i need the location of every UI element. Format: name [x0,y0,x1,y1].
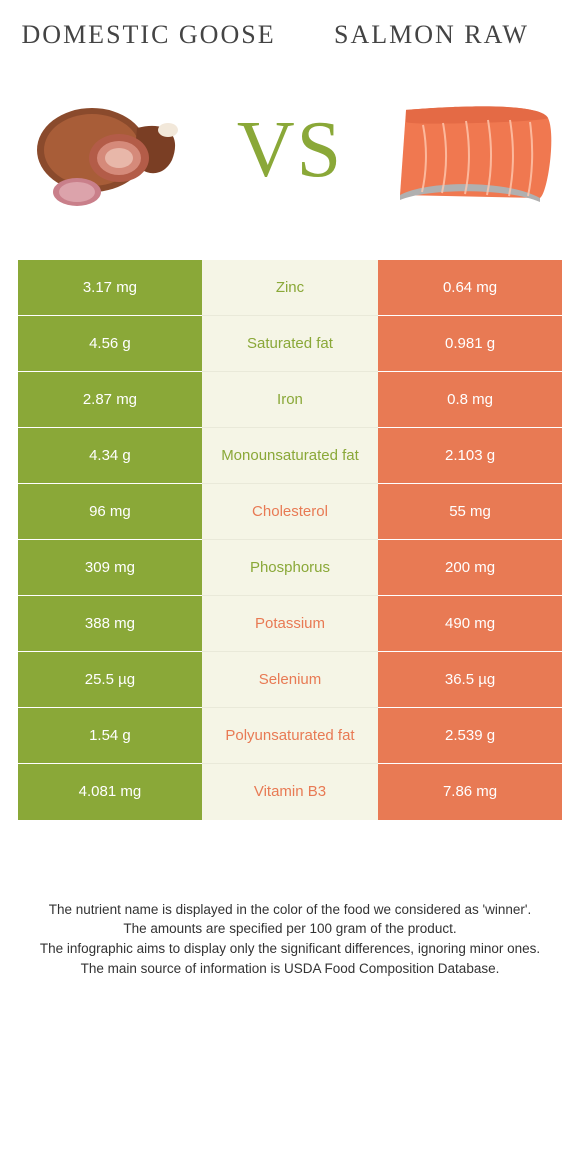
right-value: 200 mg [378,540,562,596]
nutrient-label: Phosphorus [202,540,378,596]
right-value: 36.5 µg [378,652,562,708]
nutrient-row: 96 mgCholesterol55 mg [18,484,562,540]
left-value: 1.54 g [18,708,202,764]
footnotes: The nutrient name is displayed in the co… [18,900,562,978]
left-value: 309 mg [18,540,202,596]
goose-meat-icon [22,80,192,220]
nutrient-row: 2.87 mgIron0.8 mg [18,372,562,428]
right-value: 0.64 mg [378,260,562,316]
left-value: 4.56 g [18,316,202,372]
goose-image [22,80,192,220]
nutrient-label: Zinc [202,260,378,316]
right-value: 2.103 g [378,428,562,484]
left-food-title: DOMESTIC GOOSE [18,20,279,50]
left-value: 3.17 mg [18,260,202,316]
footnote-line: The infographic aims to display only the… [22,939,558,959]
left-value: 2.87 mg [18,372,202,428]
nutrient-table: 3.17 mgZinc0.64 mg4.56 gSaturated fat0.9… [18,260,562,820]
nutrient-label: Vitamin B3 [202,764,378,820]
images-row: VS [18,80,562,220]
nutrient-label: Iron [202,372,378,428]
right-value: 55 mg [378,484,562,540]
nutrient-label: Monounsaturated fat [202,428,378,484]
nutrient-row: 4.56 gSaturated fat0.981 g [18,316,562,372]
right-value: 0.981 g [378,316,562,372]
nutrient-row: 1.54 gPolyunsaturated fat2.539 g [18,708,562,764]
right-food-title: SALMON RAW [301,20,562,50]
footnote-line: The amounts are specified per 100 gram o… [22,919,558,939]
salmon-image [388,80,558,220]
nutrient-label: Potassium [202,596,378,652]
nutrient-label: Cholesterol [202,484,378,540]
left-value: 25.5 µg [18,652,202,708]
nutrient-row: 309 mgPhosphorus200 mg [18,540,562,596]
nutrient-row: 388 mgPotassium490 mg [18,596,562,652]
nutrient-label: Saturated fat [202,316,378,372]
footnote-line: The nutrient name is displayed in the co… [22,900,558,920]
salmon-fillet-icon [388,80,558,220]
infographic-container: DOMESTIC GOOSE SALMON RAW VS [0,0,580,1008]
nutrient-label: Polyunsaturated fat [202,708,378,764]
right-value: 2.539 g [378,708,562,764]
left-value: 96 mg [18,484,202,540]
nutrient-label: Selenium [202,652,378,708]
nutrient-row: 3.17 mgZinc0.64 mg [18,260,562,316]
right-value: 0.8 mg [378,372,562,428]
right-value: 7.86 mg [378,764,562,820]
nutrient-row: 4.34 gMonounsaturated fat2.103 g [18,428,562,484]
vs-label: VS [237,110,343,190]
header-titles: DOMESTIC GOOSE SALMON RAW [18,20,562,50]
footnote-line: The main source of information is USDA F… [22,959,558,979]
left-value: 4.34 g [18,428,202,484]
left-value: 388 mg [18,596,202,652]
nutrient-row: 4.081 mgVitamin B37.86 mg [18,764,562,820]
nutrient-row: 25.5 µgSelenium36.5 µg [18,652,562,708]
right-value: 490 mg [378,596,562,652]
left-value: 4.081 mg [18,764,202,820]
